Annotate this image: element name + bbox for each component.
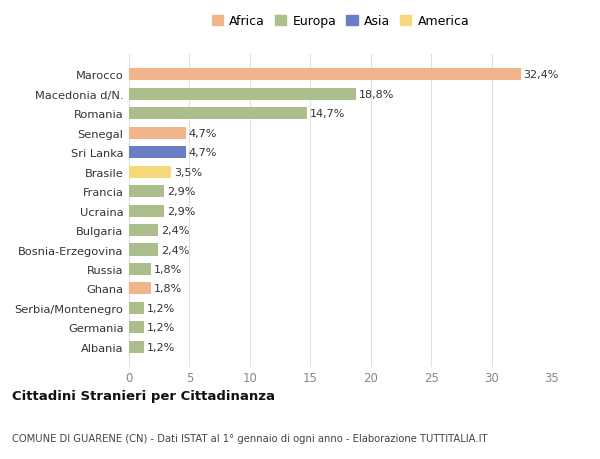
Bar xyxy=(129,186,164,198)
Text: 2,9%: 2,9% xyxy=(167,187,196,197)
Bar xyxy=(129,205,164,217)
Bar xyxy=(129,283,151,295)
Bar xyxy=(129,302,143,314)
Text: Cittadini Stranieri per Cittadinanza: Cittadini Stranieri per Cittadinanza xyxy=(12,389,275,403)
Text: 3,5%: 3,5% xyxy=(175,168,202,177)
Bar xyxy=(129,244,158,256)
Text: 1,2%: 1,2% xyxy=(146,303,175,313)
Text: 2,9%: 2,9% xyxy=(167,206,196,216)
Bar xyxy=(129,108,307,120)
Text: 18,8%: 18,8% xyxy=(359,90,395,100)
Text: 4,7%: 4,7% xyxy=(189,129,217,139)
Bar xyxy=(129,224,158,236)
Bar xyxy=(129,322,143,334)
Text: 1,8%: 1,8% xyxy=(154,284,182,294)
Bar xyxy=(129,166,172,179)
Bar xyxy=(129,69,521,81)
Text: COMUNE DI GUARENE (CN) - Dati ISTAT al 1° gennaio di ogni anno - Elaborazione TU: COMUNE DI GUARENE (CN) - Dati ISTAT al 1… xyxy=(12,433,487,442)
Bar xyxy=(129,147,186,159)
Bar xyxy=(129,263,151,275)
Text: 32,4%: 32,4% xyxy=(524,70,559,80)
Text: 2,4%: 2,4% xyxy=(161,245,190,255)
Text: 1,2%: 1,2% xyxy=(146,323,175,333)
Bar xyxy=(129,89,356,101)
Bar xyxy=(129,128,186,140)
Text: 14,7%: 14,7% xyxy=(310,109,345,119)
Text: 1,8%: 1,8% xyxy=(154,264,182,274)
Text: 1,2%: 1,2% xyxy=(146,342,175,352)
Text: 2,4%: 2,4% xyxy=(161,225,190,235)
Bar xyxy=(129,341,143,353)
Text: 4,7%: 4,7% xyxy=(189,148,217,158)
Legend: Africa, Europa, Asia, America: Africa, Europa, Asia, America xyxy=(209,13,472,31)
